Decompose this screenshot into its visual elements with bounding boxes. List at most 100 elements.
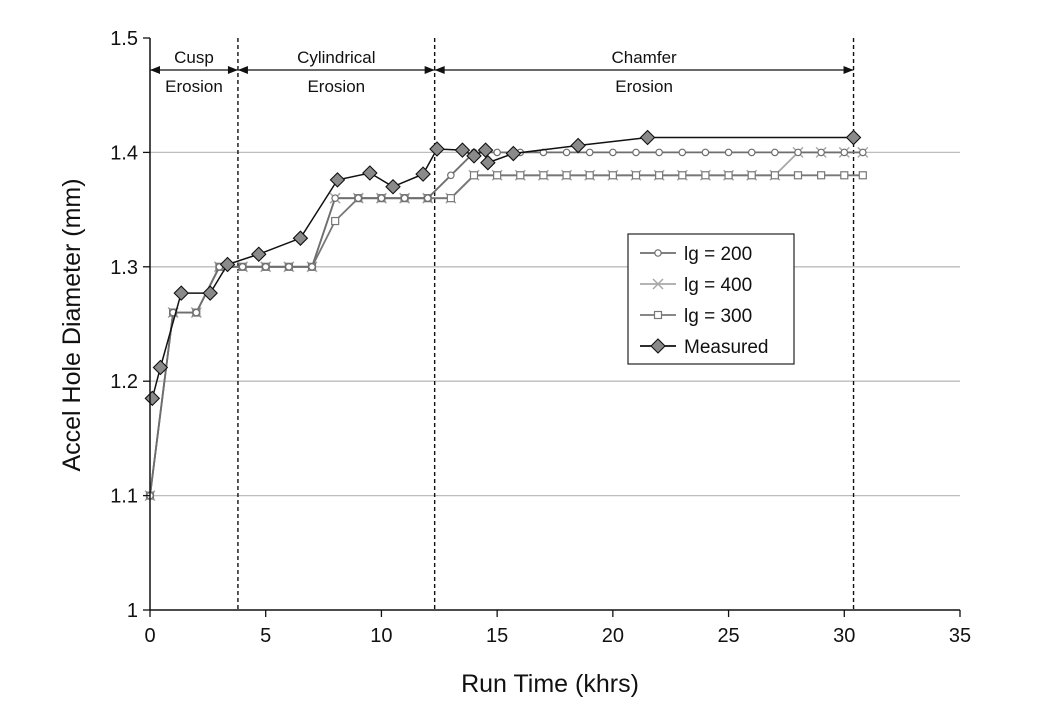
legend-label-3: Measured (684, 337, 769, 358)
series-3-point-11 (429, 141, 445, 157)
region-label-top-1: Cylindrical (297, 48, 375, 67)
series-0-point-6 (285, 262, 293, 271)
series-0-point-24 (701, 148, 710, 157)
series-2-point-17 (539, 171, 548, 180)
series-0-point-26 (747, 148, 756, 157)
series-2-point-28 (793, 171, 803, 180)
legend-label-0: lg = 200 (684, 244, 752, 265)
series-0-point-20 (609, 148, 617, 157)
legend-label-2: lg = 300 (684, 306, 752, 327)
x-tick-label-4: 20 (602, 625, 624, 647)
series-3-point-14 (477, 142, 494, 158)
series-2-point-27 (770, 171, 779, 180)
series-layer (144, 129, 869, 502)
series-3-point-9 (385, 178, 401, 195)
legend-label-1: lg = 400 (684, 275, 752, 296)
series-0-point-4 (238, 262, 247, 271)
series-3-point-12 (454, 142, 471, 158)
series-2-point-8 (331, 216, 340, 226)
x-tick-label-0: 0 (144, 625, 155, 647)
y-tick-label-0: 1 (127, 600, 138, 622)
series-0-point-8 (331, 194, 339, 202)
series-2-point-25 (724, 171, 733, 180)
region-label-bottom-1: Erosion (307, 77, 365, 96)
x-tick-label-1: 5 (260, 625, 271, 647)
x-tick-label-6: 30 (833, 625, 855, 647)
series-0-point-23 (678, 148, 687, 157)
series-3-point-0 (144, 390, 161, 407)
series-2-point-13 (446, 194, 455, 203)
series-2-point-16 (516, 171, 525, 180)
series-0-point-31 (858, 148, 867, 157)
series-0-point-22 (655, 148, 663, 157)
legend-swatch-marker-2 (653, 310, 663, 320)
series-3-point-17 (570, 137, 586, 154)
series-3-point-16 (505, 145, 522, 162)
series-3-point-1 (152, 359, 169, 376)
series-2-point-31 (858, 171, 867, 180)
series-0-point-15 (493, 148, 501, 157)
series-2-point-18 (562, 171, 571, 180)
region-label-top-0: Cusp (174, 48, 214, 67)
y-axis-title: Accel Hole Diameter (mm) (58, 178, 86, 471)
tick-labels: 0 5 10 15 20 25 30 35 1 1.1 1.2 1.3 1.4 1.5 (110, 28, 971, 647)
series-3-point-5 (250, 246, 267, 262)
y-tick-label-1: 1.1 (110, 486, 138, 508)
y-tick-label-5: 1.5 (110, 28, 138, 50)
y-tick-label-4: 1.4 (110, 142, 138, 164)
series-0-point-12 (423, 194, 432, 202)
series-3 (144, 129, 862, 407)
series-0-point-29 (817, 148, 825, 157)
region-label-bottom-2: Erosion (615, 77, 673, 96)
series-0-point-19 (585, 148, 594, 157)
series-3-point-10 (415, 166, 431, 182)
series-2-point-23 (678, 171, 687, 180)
series-2-point-22 (655, 171, 664, 180)
series-3-point-18 (639, 129, 656, 146)
series-0-point-11 (400, 194, 409, 202)
series-3-point-4 (219, 256, 236, 273)
x-tick-label-2: 10 (370, 625, 392, 647)
legend-swatch-marker-3 (650, 338, 666, 354)
legend-swatch-marker-1 (652, 278, 664, 290)
series-3-point-6 (292, 230, 309, 246)
series-0-point-21 (632, 148, 640, 157)
series-2-point-19 (585, 171, 594, 180)
series-2-point-15 (493, 171, 502, 180)
series-2-point-21 (631, 171, 641, 180)
series-3-point-7 (329, 172, 346, 188)
series-3-point-3 (202, 285, 218, 301)
region-arrowhead-right-2 (843, 66, 854, 74)
legend: lg = 200 lg = 400 lg = 300 Measured (627, 233, 795, 365)
series-0-point-25 (724, 148, 733, 157)
series-0-point-27 (771, 148, 779, 157)
region-arrowhead-left-2 (434, 66, 445, 74)
region-arrowhead-right-1 (424, 66, 435, 74)
series-2-point-24 (701, 171, 710, 180)
region-arrowhead-left-0 (150, 66, 160, 74)
series-0-point-10 (377, 194, 386, 202)
grid-layer (150, 151, 960, 497)
x-tick-label-5: 25 (717, 625, 739, 647)
series-2-point-26 (747, 171, 756, 180)
series-3-point-2 (173, 285, 190, 301)
x-axis-title: Run Time (khrs) (461, 670, 639, 698)
region-arrowhead-left-1 (237, 66, 248, 74)
axes (149, 38, 960, 611)
x-tick-label-7: 35 (949, 625, 971, 647)
series-0-point-9 (354, 194, 363, 202)
series-3-point-13 (466, 148, 482, 164)
series-3-point-15 (480, 154, 496, 171)
x-tick-label-3: 15 (486, 625, 508, 647)
region-annotations: Cusp Erosion Cylindrical Erosion Chamfer Eros… (150, 48, 854, 96)
series-2-point-14 (469, 171, 479, 180)
series-2-point-30 (840, 171, 849, 180)
series-0-point-30 (840, 148, 849, 157)
series-3-point-19 (845, 129, 862, 146)
region-label-top-2: Chamfer (612, 48, 678, 67)
y-tick-label-2: 1.2 (110, 371, 138, 393)
series-0-point-18 (562, 148, 571, 157)
series-0-point-28 (794, 148, 802, 157)
y-tick-label-3: 1.3 (110, 257, 138, 279)
